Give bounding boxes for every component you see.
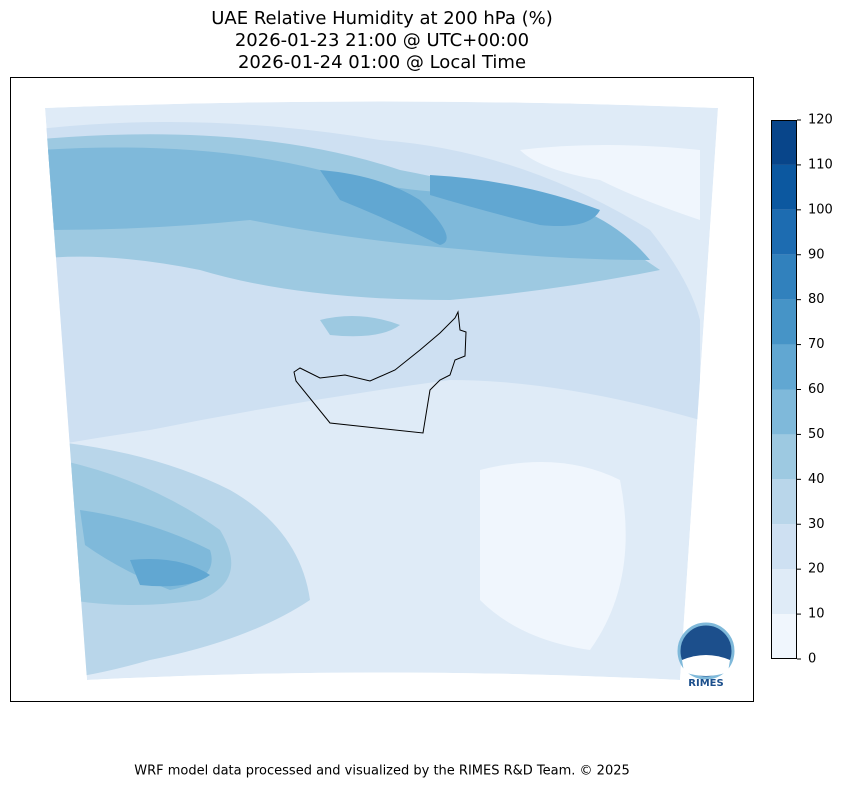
colorbar-bin — [771, 164, 797, 210]
footer: WRF model data processed and visualized … — [134, 764, 630, 779]
colorbar-bin — [771, 209, 797, 255]
title-line: 2026-01-24 01:00 @ Local Time — [238, 52, 526, 73]
field-layer — [480, 462, 626, 650]
logo-text: RIMES — [688, 678, 723, 689]
colorbar-bin — [771, 254, 797, 300]
tick-label: 0 — [808, 652, 816, 667]
colorbar-bin — [771, 120, 797, 165]
tick-label: 90 — [808, 247, 825, 262]
colorbar-bin — [771, 614, 797, 659]
title-line: UAE Relative Humidity at 200 hPa (%) — [211, 8, 552, 29]
tick-label: 60 — [808, 382, 825, 397]
tick-label: 120 — [808, 113, 833, 128]
colorbar-frame — [771, 120, 797, 659]
colorbar-bin — [771, 479, 797, 525]
colorbar-bin — [771, 434, 797, 480]
border — [293, 310, 467, 434]
tick-label: 20 — [808, 562, 825, 577]
colorbar-bin — [771, 569, 797, 615]
colorbar-bin — [771, 524, 797, 570]
colorbar-bin — [771, 299, 797, 345]
field-layer — [430, 175, 600, 226]
map-frame — [10, 77, 754, 702]
logo-wave — [682, 655, 730, 676]
tick-label: 100 — [808, 202, 833, 217]
logo: RIMES — [677, 622, 735, 689]
tick-label: 40 — [808, 472, 825, 487]
tick-label: 10 — [808, 607, 825, 622]
tick-label: 30 — [808, 517, 825, 532]
field-layer — [320, 170, 447, 245]
humidity-field — [45, 101, 718, 680]
field-layer — [320, 316, 400, 337]
field-layer — [45, 147, 650, 260]
field-layer — [130, 559, 210, 587]
country-outline — [293, 310, 467, 434]
title-line: 2026-01-23 21:00 @ UTC+00:00 — [235, 30, 529, 51]
colorbar-bin — [771, 344, 797, 390]
field-layer — [520, 145, 700, 220]
colorbar-bin — [771, 389, 797, 435]
colorbar: 0 10 20 30 40 50 60 70 80 90 100 110 120 — [771, 113, 833, 667]
tick-label: 70 — [808, 337, 825, 352]
tick-label: 50 — [808, 427, 825, 442]
tick-label: 80 — [808, 292, 825, 307]
tick-label: 110 — [808, 157, 833, 172]
